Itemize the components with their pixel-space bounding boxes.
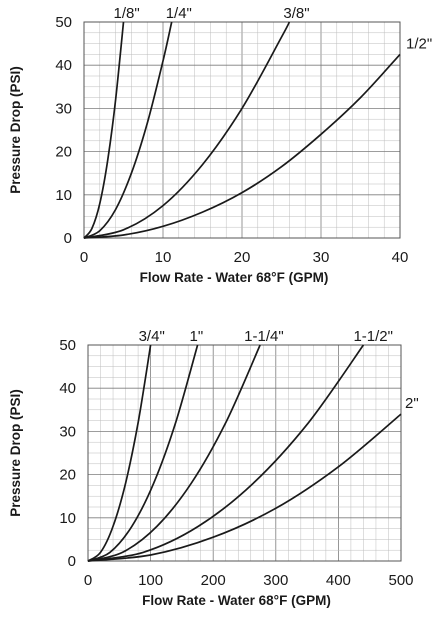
y-tick-label: 50 — [55, 14, 72, 31]
x-tick-label: 10 — [155, 249, 172, 266]
y-axis-title: Pressure Drop (PSI) — [8, 66, 23, 194]
plot-frame — [87, 344, 402, 562]
series-line — [87, 344, 365, 562]
x-tick-label: 40 — [392, 249, 409, 266]
y-tick-label: 30 — [59, 423, 76, 440]
series-label: 3/4" — [139, 328, 165, 345]
y-tick-label: 0 — [68, 553, 76, 570]
x-tick-label: 100 — [138, 572, 163, 589]
series-label: 3/8" — [283, 5, 309, 22]
series-line — [83, 21, 125, 239]
chart-large-sizes: 0 100 200 300 400 500 0 10 20 30 40 50 Flow Rate - W… — [8, 328, 419, 608]
x-tick-label: 200 — [201, 572, 226, 589]
x-tick-label: 0 — [80, 249, 88, 266]
y-tick-label: 20 — [55, 144, 72, 161]
series-line — [83, 21, 291, 239]
y-tick-label: 20 — [59, 467, 76, 484]
y-tick-label: 30 — [55, 100, 72, 117]
x-axis-title: Flow Rate - Water 68°F (GPM) — [140, 270, 329, 285]
chart-small-sizes: 0 10 20 30 40 0 10 20 30 40 50 Flow Rate - Water 68… — [8, 5, 432, 285]
x-tick-label: 300 — [263, 572, 288, 589]
series-label: 1/4" — [166, 5, 192, 22]
x-tick-label: 400 — [326, 572, 351, 589]
series-label: 1/8" — [114, 5, 140, 22]
series-label: 1" — [190, 328, 204, 345]
y-tick-label: 40 — [59, 380, 76, 397]
series-line — [87, 344, 199, 562]
y-tick-label: 10 — [59, 510, 76, 527]
series-label: 1-1/4" — [244, 328, 284, 345]
series-line — [87, 413, 402, 562]
x-tick-label: 20 — [234, 249, 251, 266]
y-tick-label: 0 — [64, 230, 72, 247]
x-tick-label: 0 — [84, 572, 92, 589]
x-tick-label: 500 — [388, 572, 413, 589]
y-axis-title: Pressure Drop (PSI) — [8, 389, 23, 517]
series-label: 2" — [405, 395, 419, 412]
series-line — [87, 344, 152, 562]
x-tick-label: 30 — [313, 249, 330, 266]
series-line — [87, 344, 261, 562]
y-tick-label: 10 — [55, 187, 72, 204]
plot-frame — [83, 21, 401, 239]
series-label: 1/2" — [406, 35, 432, 52]
series-label: 1-1/2" — [353, 328, 393, 345]
series-line — [83, 21, 173, 239]
y-tick-label: 50 — [59, 337, 76, 354]
y-tick-label: 40 — [55, 57, 72, 74]
x-axis-title: Flow Rate - Water 68°F (GPM) — [142, 593, 331, 608]
series-line — [83, 53, 401, 239]
